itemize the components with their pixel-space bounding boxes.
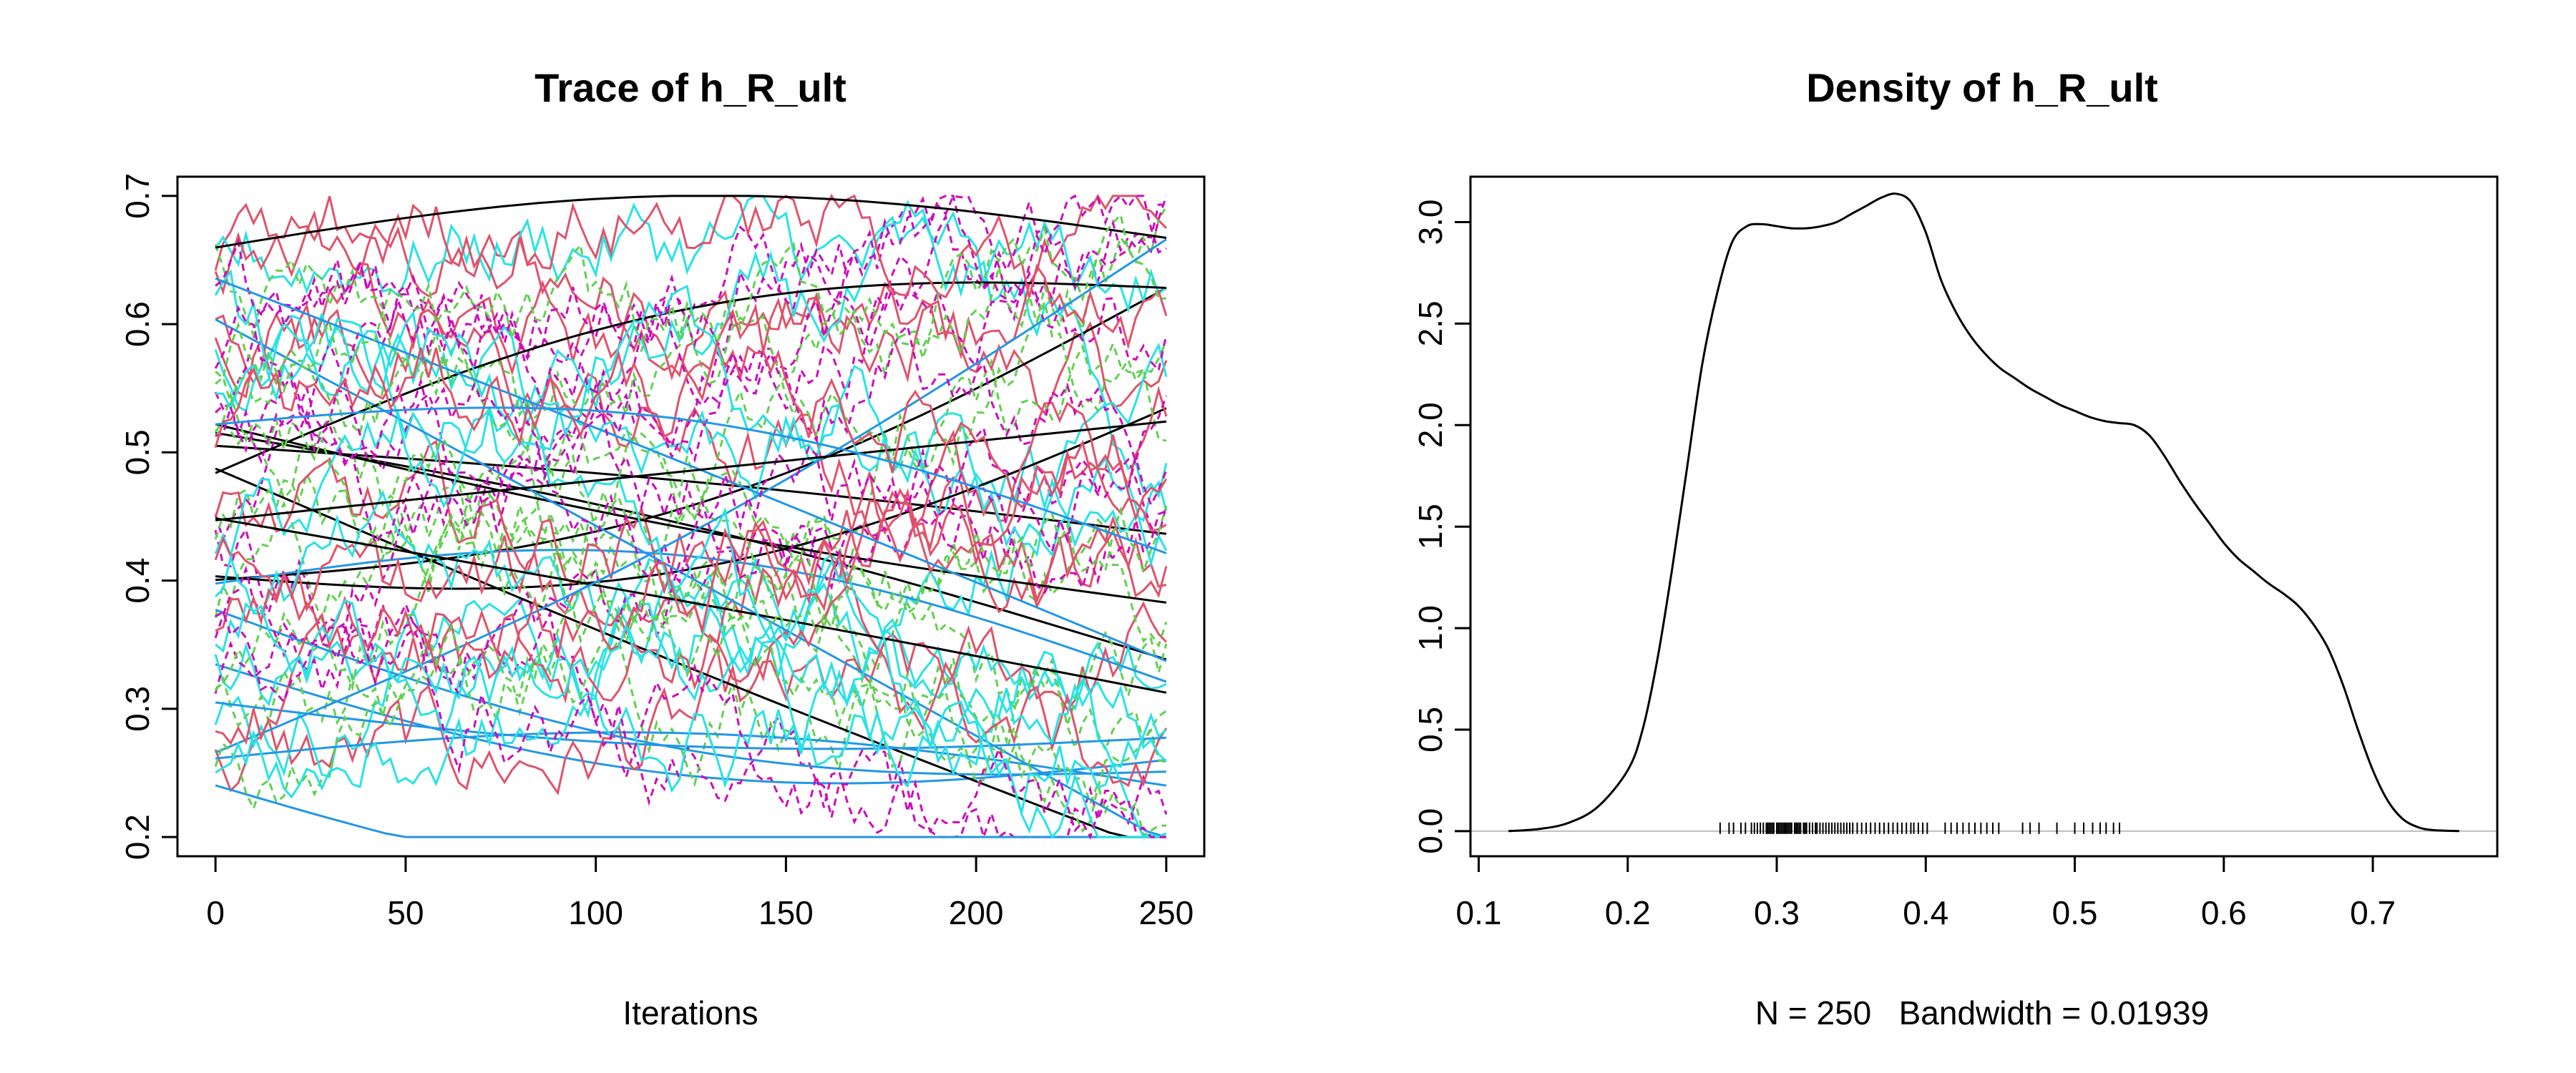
trace-y-tick-label: 0.3 bbox=[119, 686, 156, 732]
trace-x-tick-label: 150 bbox=[758, 894, 814, 931]
trace-chain-line bbox=[215, 784, 1166, 838]
trace-chain-line bbox=[214, 303, 1168, 522]
trace-chain-line bbox=[215, 285, 1168, 568]
trace-x-tick-label: 0 bbox=[206, 894, 225, 931]
trace-x-axis: 0 50 100 150 200 250 bbox=[206, 855, 1194, 931]
trace-chain-line bbox=[214, 195, 1168, 662]
trace-y-axis: 0.2 0.3 0.4 0.5 0.6 0.7 bbox=[119, 173, 177, 860]
density-x-tick-label: 0.7 bbox=[2350, 894, 2396, 931]
trace-y-tick-label: 0.2 bbox=[119, 814, 156, 860]
density-x-axis-label: N = 250 Bandwidth = 0.01939 bbox=[1755, 994, 2209, 1032]
trace-x-tick-label: 100 bbox=[568, 894, 623, 931]
trace-chain-line bbox=[215, 298, 1167, 470]
density-x-tick-label: 0.6 bbox=[2201, 894, 2247, 931]
trace-chain-line bbox=[214, 629, 1168, 788]
trace-chain-line bbox=[215, 287, 1167, 582]
density-y-tick-label: 0.0 bbox=[1412, 808, 1449, 854]
trace-panel: Trace of h_R_ult 0 50 100 150 200 250 0.20.30… bbox=[119, 65, 1206, 1032]
trace-chain-line bbox=[215, 423, 1167, 604]
density-x-axis: 0.1 0.2 0.3 0.4 0.5 0.6 0.7 bbox=[1456, 855, 2396, 931]
density-y-tick-label: 1.5 bbox=[1412, 504, 1449, 549]
trace-chains bbox=[214, 193, 1168, 841]
trace-chain-line bbox=[214, 202, 1168, 416]
density-x-tick-label: 0.2 bbox=[1605, 894, 1651, 931]
trace-y-tick-label: 0.7 bbox=[119, 173, 156, 219]
density-panel: Density of h_R_ult 0.1 0.2 0.3 0.4 0.5 0.6 0.7… bbox=[1412, 65, 2499, 1032]
density-y-axis: 0.0 0.5 1.0 1.5 2.0 2.5 3.0 bbox=[1412, 200, 1472, 854]
density-y-tick-label: 3.0 bbox=[1412, 200, 1449, 245]
trace-chain-line bbox=[215, 238, 1167, 754]
trace-chain-line bbox=[214, 505, 1168, 812]
trace-x-axis-label: Iterations bbox=[623, 994, 758, 1032]
trace-chain-line bbox=[214, 402, 1168, 778]
trace-chain-line bbox=[215, 406, 1167, 554]
trace-x-tick-label: 250 bbox=[1138, 894, 1194, 931]
trace-chain-line bbox=[215, 610, 1166, 840]
density-x-tick-label: 0.4 bbox=[1903, 894, 1948, 931]
trace-chain-line bbox=[215, 420, 1167, 521]
trace-chain-line bbox=[214, 557, 1167, 734]
trace-chain-line bbox=[215, 669, 1167, 799]
density-y-tick-label: 0.5 bbox=[1412, 707, 1449, 753]
trace-chain-line bbox=[215, 195, 1167, 249]
density-y-tick-label: 1.0 bbox=[1412, 605, 1449, 651]
density-rug bbox=[1719, 822, 2121, 834]
trace-chain-line bbox=[215, 212, 1166, 394]
density-curve bbox=[1508, 192, 2459, 833]
trace-chain-line bbox=[214, 195, 1168, 411]
trace-chain-line bbox=[215, 489, 1166, 838]
trace-chain-line bbox=[215, 517, 1167, 694]
trace-chain-line bbox=[215, 297, 1168, 614]
density-title: Density of h_R_ult bbox=[1806, 65, 2158, 110]
trace-chain-line bbox=[215, 431, 1167, 661]
trace-chain-line bbox=[214, 305, 1168, 554]
density-x-tick-label: 0.1 bbox=[1456, 894, 1502, 931]
density-y-tick-label: 2.5 bbox=[1412, 300, 1449, 346]
trace-x-tick-label: 200 bbox=[949, 894, 1004, 931]
trace-chain-line bbox=[214, 193, 1168, 350]
trace-chain-line bbox=[214, 601, 1167, 795]
trace-y-tick-label: 0.6 bbox=[119, 301, 156, 347]
trace-chain-line bbox=[215, 237, 1168, 466]
trace-chain-line bbox=[215, 574, 1168, 788]
trace-chain-line bbox=[215, 701, 1166, 750]
density-y-tick-label: 2.0 bbox=[1412, 402, 1449, 448]
trace-chain-line bbox=[215, 599, 1167, 813]
trace-chain-line bbox=[215, 194, 1167, 454]
density-x-tick-label: 0.5 bbox=[2052, 894, 2098, 931]
trace-chain-line bbox=[214, 203, 1166, 543]
density-x-tick-label: 0.3 bbox=[1754, 894, 1800, 931]
trace-y-tick-label: 0.4 bbox=[119, 558, 156, 604]
trace-x-tick-label: 50 bbox=[387, 894, 424, 931]
trace-y-tick-label: 0.5 bbox=[119, 429, 156, 475]
density-plot-frame bbox=[1469, 175, 2499, 858]
trace-title: Trace of h_R_ult bbox=[535, 65, 847, 110]
trace-chain-line bbox=[215, 206, 1168, 692]
